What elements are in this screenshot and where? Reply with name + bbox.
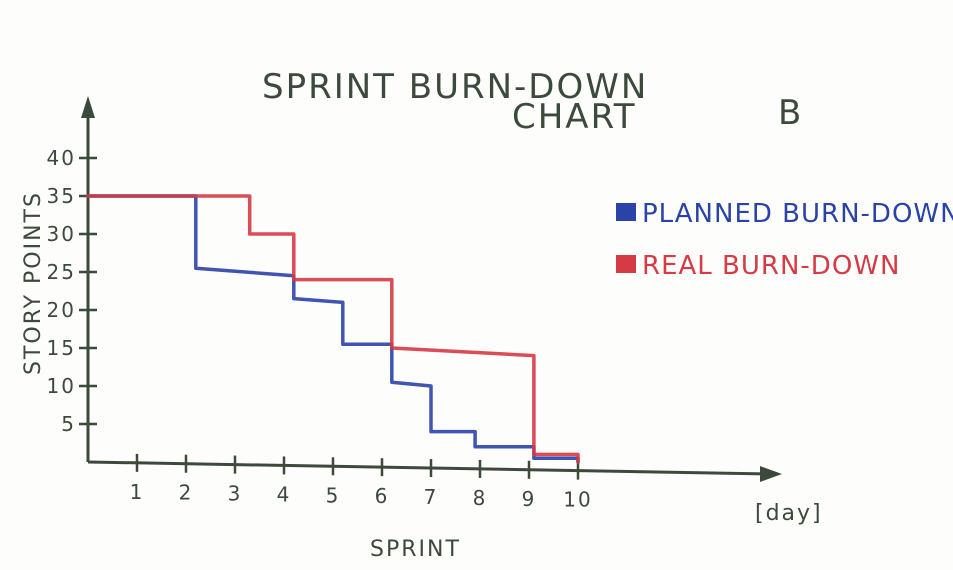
y-tick-label: 15 <box>47 336 76 360</box>
y-tick-label: 35 <box>47 184 76 208</box>
y-ticks: 5 10 15 20 25 30 35 40 <box>47 146 97 436</box>
x-tick-label: 3 <box>228 482 243 506</box>
x-axis-line <box>87 460 771 476</box>
legend-label-planned: PLANNED BURN-DOWN <box>642 199 953 229</box>
y-axis-arrow-icon <box>81 96 95 118</box>
series-layer <box>86 194 580 464</box>
x-tick-label: 9 <box>522 487 537 511</box>
x-tick-label: 1 <box>130 480 145 504</box>
x-tick-label: 6 <box>375 484 390 508</box>
y-tick-label: 5 <box>61 412 76 436</box>
series-line-planned <box>86 194 580 464</box>
x-axis-label: SPRINT <box>370 537 461 562</box>
x-tick-label: 5 <box>326 483 341 507</box>
y-tick-label: 10 <box>47 374 76 398</box>
x-ticks: 1 2 3 4 5 6 7 8 9 10 <box>130 453 592 512</box>
legend: PLANNED BURN-DOWN REAL BURN-DOWN <box>616 199 953 281</box>
x-tick-label: 8 <box>473 486 488 510</box>
y-axis-label: STORY POINTS <box>21 191 46 375</box>
x-tick-label: 10 <box>563 488 592 512</box>
legend-swatch-real <box>616 255 636 273</box>
chart-title-line2: CHART <box>512 97 636 137</box>
corner-label: B <box>778 93 803 133</box>
legend-label-real: REAL BURN-DOWN <box>642 251 900 281</box>
y-tick-label: 20 <box>47 298 76 322</box>
x-tick-label: 7 <box>424 485 439 509</box>
legend-swatch-planned <box>616 203 636 221</box>
x-tick-label: 2 <box>179 481 194 505</box>
series-line-real <box>86 194 580 464</box>
x-axis-arrow-icon <box>760 466 782 482</box>
chart-title-line1: SPRINT BURN-DOWN <box>262 67 648 107</box>
x-tick-label: 4 <box>277 482 292 506</box>
y-tick-label: 40 <box>47 146 76 170</box>
axes <box>81 96 782 482</box>
y-tick-label: 25 <box>47 260 76 284</box>
x-axis-unit: [day] <box>755 501 823 526</box>
y-tick-label: 30 <box>47 222 76 246</box>
